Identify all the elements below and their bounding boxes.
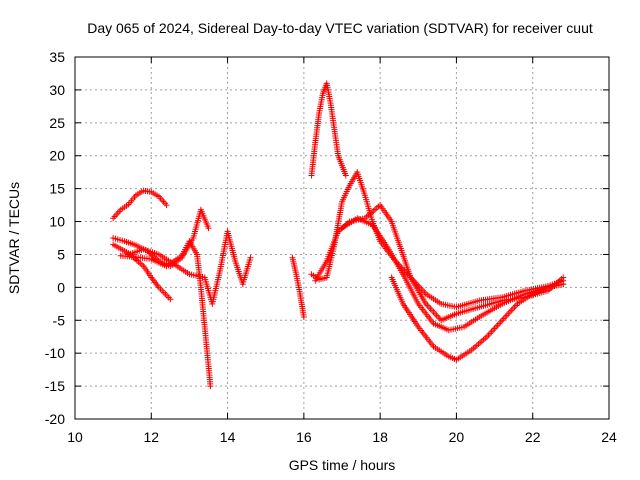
- data-point: [167, 296, 174, 303]
- data-points: [110, 80, 567, 390]
- data-point: [205, 225, 212, 232]
- y-tick-label: 30: [49, 82, 65, 98]
- y-tick-label: 10: [49, 214, 65, 230]
- x-tick-label: 10: [67, 429, 83, 445]
- y-tick-label: -10: [45, 345, 65, 361]
- y-tick-label: 20: [49, 148, 65, 164]
- data-point: [247, 254, 254, 261]
- x-tick-label: 24: [601, 429, 617, 445]
- series-arc-k: [388, 274, 567, 363]
- series-arc-a: [110, 187, 170, 222]
- x-tick-label: 20: [449, 429, 465, 445]
- series-arc-d: [117, 238, 214, 390]
- x-tick-label: 16: [296, 429, 312, 445]
- y-tick-label: -15: [45, 378, 65, 394]
- y-tick-label: 0: [57, 279, 65, 295]
- y-tick-label: 25: [49, 115, 65, 131]
- x-tick-label: 18: [372, 429, 388, 445]
- x-tick-label: 12: [143, 429, 159, 445]
- ticks: 10 12 14 16 18 20 22 24 -20 -15 -10 -5 0 5 10 15 20 25 30 3…: [45, 49, 617, 445]
- data-point: [560, 274, 567, 281]
- y-axis-label: SDTVAR / TECUs: [6, 182, 22, 294]
- y-tick-label: -5: [53, 312, 66, 328]
- series-arc-g: [308, 80, 349, 179]
- data-point: [207, 383, 214, 390]
- plot-frame: [74, 56, 610, 420]
- data-point: [342, 172, 349, 179]
- chart-title: Day 065 of 2024, Sidereal Day-to-day VTE…: [87, 20, 593, 36]
- data-point: [163, 202, 170, 209]
- grid: [75, 57, 609, 419]
- data-point: [560, 281, 567, 288]
- series-arc-e: [125, 228, 254, 307]
- y-tick-label: 5: [57, 246, 65, 262]
- x-tick-label: 22: [525, 429, 541, 445]
- y-tick-label: 15: [49, 181, 65, 197]
- data-point: [300, 313, 307, 320]
- y-tick-label: 35: [49, 49, 65, 65]
- series-arc-f: [289, 254, 307, 320]
- x-tick-label: 14: [220, 429, 236, 445]
- series-arc-j: [339, 215, 567, 334]
- x-axis-label: GPS time / hours: [289, 457, 396, 473]
- y-tick-label: -20: [45, 411, 65, 427]
